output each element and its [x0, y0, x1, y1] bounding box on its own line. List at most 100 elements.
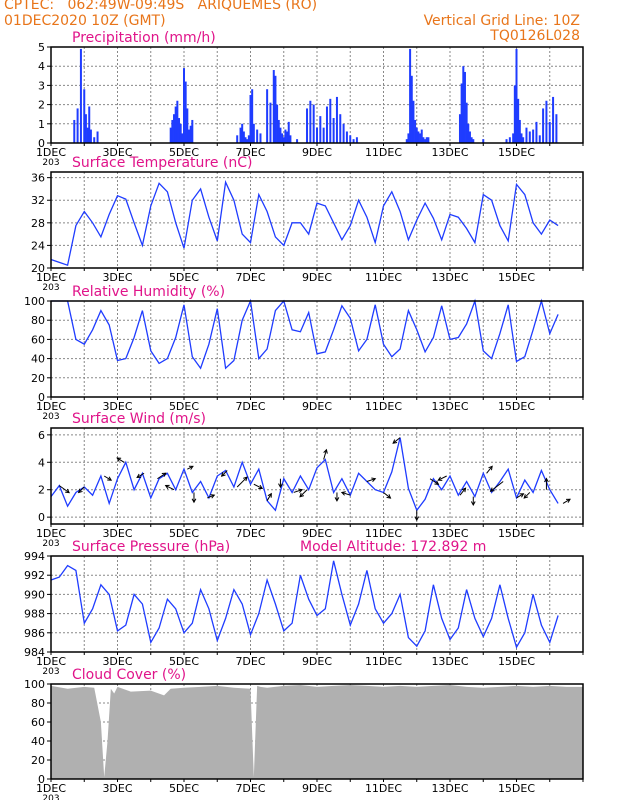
- x-tick-label: 1DEC: [36, 400, 66, 413]
- header-datetime: 01DEC2020 10Z (GMT): [4, 13, 166, 29]
- x-tick-label: 3DEC: [102, 655, 132, 668]
- precip-bar: [407, 133, 410, 143]
- wind-arrow-head: [116, 457, 122, 462]
- x-tick-label: 9DEC: [302, 146, 332, 159]
- y-tick-label: 40: [31, 353, 45, 366]
- precip-bar: [465, 102, 468, 143]
- wind-arrow: [383, 492, 391, 499]
- wind-line: [50, 437, 559, 512]
- precip-bar: [281, 133, 284, 143]
- precip-bar: [187, 129, 190, 143]
- x-tick-label: 11DEC: [365, 400, 402, 413]
- x-tick-label: 9DEC: [302, 655, 332, 668]
- precip-bar: [269, 102, 272, 143]
- precip-bar: [246, 139, 249, 143]
- wind-arrow-head: [65, 488, 70, 494]
- panel-title: Surface Temperature (nC): [72, 155, 253, 171]
- x-year-label: 203: [42, 283, 59, 293]
- wind-arrow-head: [414, 516, 420, 522]
- precip-bar: [266, 89, 269, 143]
- precip-bar: [89, 129, 92, 143]
- precip-bar: [88, 106, 91, 143]
- x-tick-label: 5DEC: [169, 271, 199, 284]
- precip-bar: [414, 119, 417, 143]
- precip-bar: [173, 114, 176, 143]
- y-tick-label: 0: [38, 773, 45, 786]
- precip-bar: [289, 135, 292, 143]
- precip-bar: [518, 119, 521, 143]
- wind-arrow: [366, 478, 376, 482]
- precip-bar: [287, 121, 290, 143]
- precip-bar: [251, 89, 254, 143]
- precip-bar: [86, 127, 89, 143]
- wind-arrow: [221, 470, 228, 477]
- wind-arrow-head: [519, 493, 525, 498]
- panel-title: Relative Humidity (%): [72, 284, 225, 300]
- precip-bar: [345, 131, 348, 143]
- wind-arrow-head: [566, 498, 571, 503]
- y-tick-label: 20: [31, 372, 45, 385]
- x-tick-label: 9DEC: [302, 782, 332, 795]
- precip-bar: [276, 104, 279, 143]
- wind-arrow-head: [107, 476, 113, 481]
- x-tick-label: 7DEC: [235, 527, 265, 540]
- wind-arrow-head: [523, 494, 529, 499]
- wind-arrow-head: [299, 492, 305, 498]
- precip-bar: [424, 139, 427, 143]
- y-tick-label: 1: [38, 118, 45, 131]
- precip-bar: [309, 100, 312, 143]
- y-tick-label: 5: [38, 41, 45, 54]
- wind-arrow-head: [136, 473, 142, 478]
- precip-bar: [538, 135, 541, 143]
- wind-arrow: [516, 493, 524, 499]
- wind-arrow: [207, 494, 215, 499]
- x-tick-label: 13DEC: [431, 146, 468, 159]
- wind-arrow-head: [243, 476, 248, 482]
- precip-bar: [552, 96, 555, 143]
- precip-bar: [189, 125, 192, 143]
- wind-arrow: [236, 476, 248, 488]
- precip-bar: [412, 100, 415, 143]
- x-tick-label: 3DEC: [102, 527, 132, 540]
- wind-arrow-head: [470, 501, 476, 507]
- wind-arrow: [486, 465, 493, 474]
- wind-arrow: [523, 492, 531, 499]
- wind-arrow-head: [488, 465, 493, 471]
- temp-line: [50, 179, 559, 267]
- precip-bar: [515, 48, 518, 143]
- precip-bar: [84, 114, 87, 143]
- precip-bar: [252, 123, 255, 143]
- y-tick-label: 80: [31, 314, 45, 327]
- x-tick-label: 1DEC: [36, 782, 66, 795]
- precip-bar: [319, 116, 322, 143]
- wind-arrow-head: [334, 497, 340, 502]
- cloud-cover-area: [51, 684, 583, 779]
- precip-bar: [522, 137, 525, 143]
- wind-arrow: [293, 489, 303, 493]
- x-tick-label: 7DEC: [235, 146, 265, 159]
- wind-arrow-head: [489, 487, 495, 492]
- x-tick-label: 11DEC: [365, 527, 402, 540]
- wind-arrow: [438, 475, 447, 481]
- wind-arrow: [78, 486, 85, 493]
- y-tick-label: 24: [31, 239, 45, 252]
- precip-bar: [73, 119, 76, 143]
- y-tick-label: 36: [31, 172, 45, 185]
- wind-arrow-head: [437, 476, 443, 481]
- x-tick-label: 15DEC: [498, 527, 535, 540]
- precip-bar: [355, 137, 358, 143]
- precip-bar: [545, 100, 548, 143]
- precip-bar: [282, 137, 285, 143]
- precip-bar: [410, 75, 413, 143]
- precip-bar: [306, 108, 309, 143]
- wind-arrow-head: [161, 472, 167, 477]
- wind-arrow-head: [392, 439, 398, 444]
- y-tick-label: 990: [24, 588, 45, 601]
- precip-bar: [460, 83, 463, 143]
- wind-arrow-head: [191, 498, 197, 504]
- y-tick-label: 60: [31, 716, 45, 729]
- precip-bar: [425, 137, 428, 143]
- x-year-label: 203: [42, 794, 59, 800]
- wind-arrow-head: [298, 488, 304, 493]
- precip-bar: [186, 108, 189, 143]
